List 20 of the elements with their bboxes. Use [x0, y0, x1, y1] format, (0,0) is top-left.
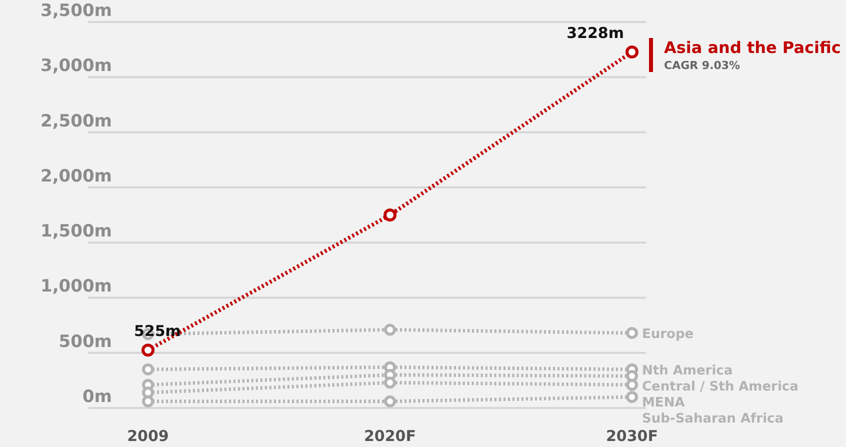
series-label: Central / Sth America — [642, 379, 798, 394]
y-tick-label: 500m — [58, 332, 112, 352]
x-tick-label: 2009 — [127, 427, 169, 445]
series-label: Sub-Saharan Africa — [642, 411, 784, 426]
y-tick-label: 3,000m — [40, 56, 112, 76]
text: CAGR 9.03% — [664, 59, 740, 72]
data-label: 525m — [134, 322, 181, 340]
y-tick-label: 2,500m — [40, 111, 112, 132]
data-label: 3228m — [566, 24, 624, 42]
series-label: MENA — [642, 395, 685, 410]
y-tick-label: 3,500m — [40, 1, 112, 21]
legend-label: Asia and the Pacific — [664, 38, 841, 57]
series-label: Nth America — [642, 363, 733, 378]
x-tick-label: 2030F — [606, 427, 658, 445]
y-tick-label: 0m — [82, 387, 112, 407]
series-label: Europe — [642, 327, 694, 342]
y-tick-label: 1,500m — [40, 222, 112, 242]
y-tick-label: 2,000m — [40, 166, 112, 186]
x-tick-label: 2020F — [364, 427, 416, 445]
y-tick-label: 1,000m — [40, 276, 112, 297]
